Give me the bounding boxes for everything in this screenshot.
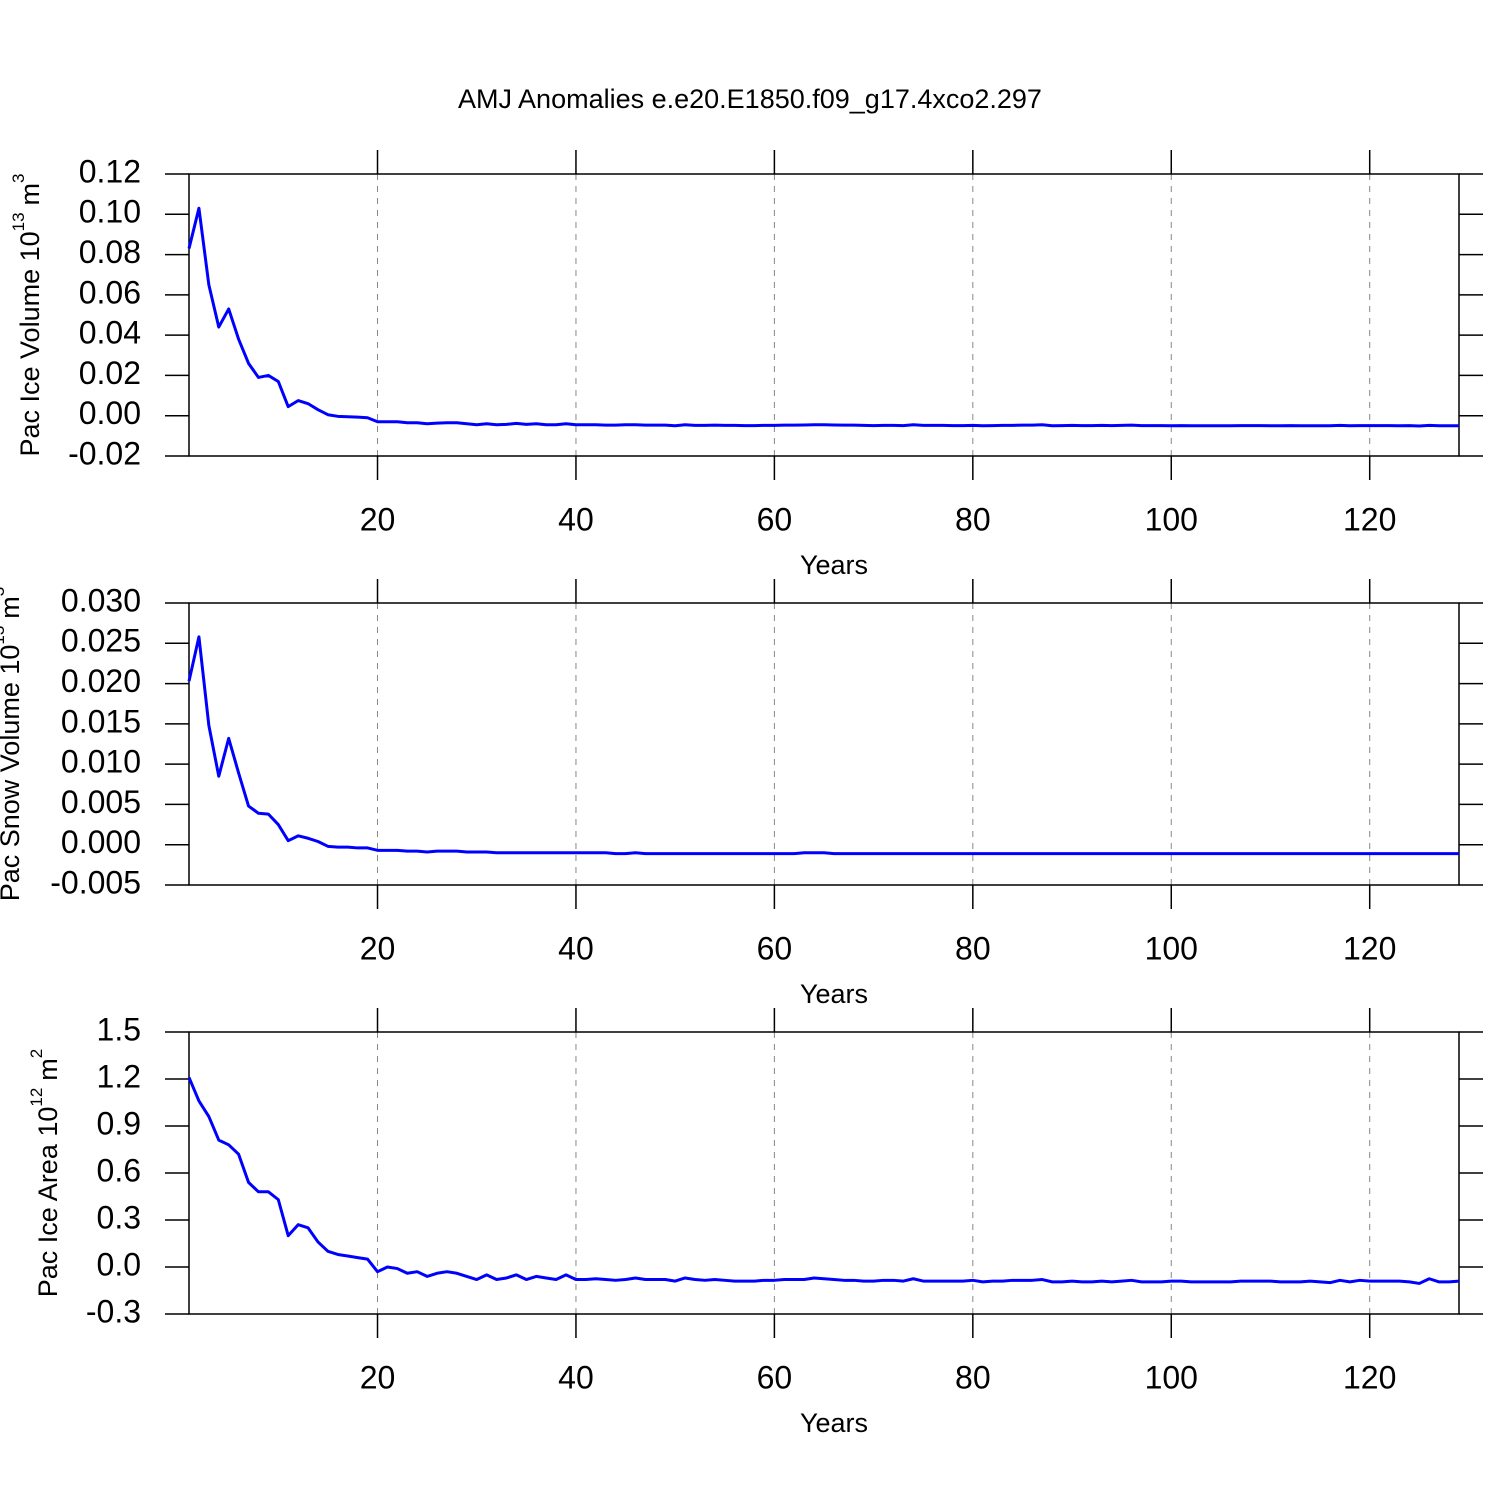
plot-frame — [188, 602, 1460, 886]
y-tick-label: -0.3 — [86, 1293, 141, 1329]
y-tick-label: 1.5 — [97, 1011, 141, 1047]
x-tick-label: 120 — [1343, 1359, 1396, 1395]
y-tick-label: 0.9 — [97, 1105, 141, 1141]
x-tick-label: 80 — [955, 930, 991, 966]
y-label-text: Pac Snow Volume 10 — [0, 645, 25, 902]
x-tick-label: 100 — [1145, 1359, 1198, 1395]
y-tick-label: 0.025 — [61, 623, 141, 659]
y-label-text: Pac Ice Volume 10 — [15, 231, 45, 456]
x-tick-label: 100 — [1145, 930, 1198, 966]
y-tick-label: 1.2 — [97, 1058, 141, 1094]
x-tick-label: 40 — [558, 501, 594, 537]
x-axis-label: Years — [800, 979, 868, 1009]
y-tick-label: 0.12 — [79, 153, 141, 189]
y-tick-label: 0.02 — [79, 355, 141, 391]
x-tick-label: 120 — [1343, 930, 1396, 966]
x-tick-label: 40 — [558, 930, 594, 966]
y-tick-label: 0.6 — [97, 1152, 141, 1188]
x-axis-label: Years — [800, 1408, 868, 1438]
y-tick-label: 0.005 — [61, 784, 141, 820]
y-tick-label: 0.030 — [61, 582, 141, 618]
plot-frame — [188, 1031, 1460, 1315]
x-tick-label: 40 — [558, 1359, 594, 1395]
x-tick-label: 60 — [757, 501, 793, 537]
x-tick-label: 60 — [757, 930, 793, 966]
y-tick-label: -0.02 — [68, 435, 141, 471]
y-label-text: Pac Ice Area 10 — [33, 1107, 63, 1298]
x-tick-label: 100 — [1145, 501, 1198, 537]
y-tick-label: 0.020 — [61, 663, 141, 699]
data-line — [187, 206, 1459, 428]
y-label-unit-exponent: 2 — [27, 1049, 46, 1058]
x-tick-label: 120 — [1343, 501, 1396, 537]
x-tick-label: 20 — [360, 930, 396, 966]
y-tick-label: 0.0 — [97, 1246, 141, 1282]
y-axis-label: Pac Snow Volume 1013 m3 — [0, 587, 25, 902]
y-label-unit-exponent: 3 — [9, 173, 28, 182]
y-axis-label: Pac Ice Volume 1013 m3 — [9, 173, 45, 456]
plot-frame — [188, 173, 1460, 457]
x-axis-label: Years — [800, 550, 868, 580]
x-tick-label: 60 — [757, 1359, 793, 1395]
x-tick-label: 80 — [955, 1359, 991, 1395]
y-tick-label: -0.005 — [50, 864, 141, 900]
y-axis-label: Pac Ice Area 1012 m2 — [27, 1049, 63, 1298]
y-label-unit: m — [15, 183, 45, 206]
figure-title: AMJ Anomalies e.e20.E1850.f09_g17.4xco2.… — [458, 84, 1042, 114]
y-tick-label: 0.015 — [61, 703, 141, 739]
y-tick-label: 0.04 — [79, 315, 141, 351]
y-tick-label: 0.00 — [79, 395, 141, 431]
y-tick-label: 0.010 — [61, 744, 141, 780]
x-tick-label: 20 — [360, 501, 396, 537]
y-label-unit: m — [0, 596, 25, 619]
y-label-unit-exponent: 3 — [0, 587, 8, 596]
y-tick-label: 0.06 — [79, 274, 141, 310]
y-label-exponent: 12 — [27, 1088, 46, 1107]
y-tick-label: 0.08 — [79, 234, 141, 270]
y-label-exponent: 13 — [0, 626, 8, 645]
y-tick-label: 0.3 — [97, 1199, 141, 1235]
x-tick-label: 80 — [955, 501, 991, 537]
y-tick-label: 0.000 — [61, 824, 141, 860]
data-line — [187, 635, 1459, 856]
y-label-unit: m — [33, 1058, 63, 1081]
y-label-exponent: 13 — [9, 212, 28, 231]
y-tick-label: 0.10 — [79, 194, 141, 230]
x-tick-label: 20 — [360, 1359, 396, 1395]
data-line — [187, 1076, 1460, 1285]
